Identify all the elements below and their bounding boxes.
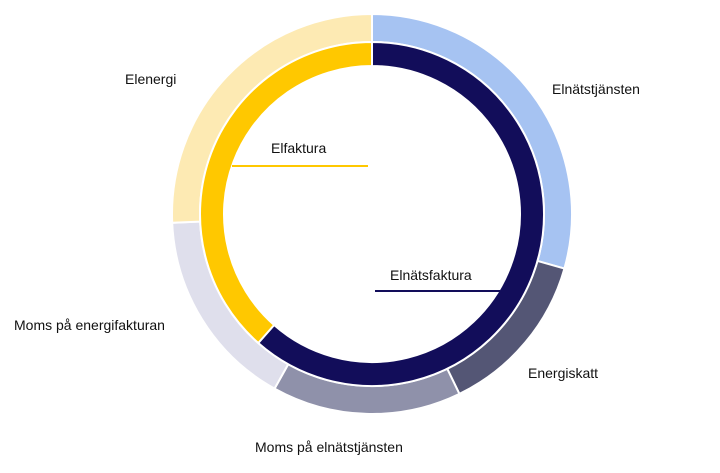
inner-ring [199,40,545,387]
outer-label-energiskatt: Energiskatt [528,365,598,381]
outer-ring [171,12,573,415]
outer-label-moms-elnatstjansten: Moms på elnätstjänsten [255,439,403,455]
inner-slice-elfaktura [199,40,373,345]
inner-label-elfaktura: Elfaktura [271,140,326,156]
inner-label-elnatsfaktura: Elnätsfaktura [390,267,472,283]
outer-label-moms-energifakturan: Moms på energifakturan [14,317,165,333]
outer-label-elenergi: Elenergi [125,71,176,87]
outer-label-elnatstjansten: Elnätstjänsten [552,81,640,97]
